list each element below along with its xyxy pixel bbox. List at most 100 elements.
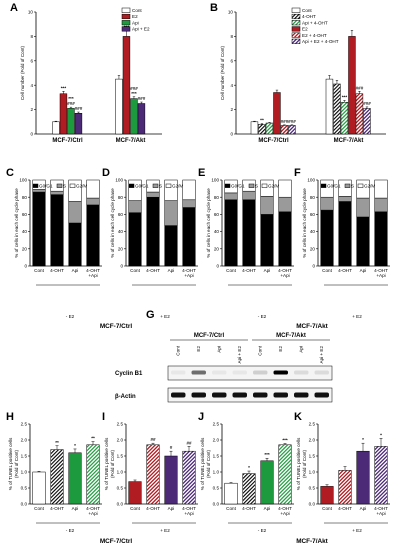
panel-k-ytick-label: 1.0 bbox=[309, 470, 316, 475]
panel-c-legend-swatch bbox=[32, 183, 39, 188]
panel-c-ytick-label: 80 bbox=[22, 195, 28, 200]
panel-b-significance: ### bbox=[281, 119, 289, 124]
blot-cyclin-band bbox=[273, 370, 288, 375]
panel-c-ytick-label: 60 bbox=[22, 212, 28, 217]
panel-b-ytick-label: 10 bbox=[228, 10, 234, 15]
blot-lane-label: Api bbox=[298, 346, 303, 353]
panel-i-bar bbox=[182, 450, 196, 505]
blot-actin-band bbox=[171, 392, 186, 398]
panel-b-ylabel: Cell number (Fold of Cont) bbox=[220, 45, 225, 100]
panel-k-bar bbox=[356, 450, 370, 505]
panel-e-legend-label: G2/M bbox=[268, 183, 279, 188]
panel-c-legend-label: G2/M bbox=[76, 183, 87, 188]
panel-c-category-label: 4-OHT bbox=[50, 268, 64, 273]
panel-a-significance: ### bbox=[130, 86, 138, 91]
panel-e-legend-label: S bbox=[255, 183, 258, 188]
panel-i-category-label: Cont bbox=[130, 506, 140, 511]
panel-e-legend-swatch bbox=[261, 183, 268, 188]
blot-band-label-actin: β-Actin bbox=[115, 394, 136, 400]
panel-b-ytick-label: 2 bbox=[230, 107, 233, 112]
panel-f-bar-s bbox=[356, 197, 370, 218]
panel-d-category-label: Api bbox=[168, 268, 175, 273]
panel-j-ytick-label: 1.0 bbox=[213, 470, 220, 475]
panel-b-legend-swatch bbox=[291, 20, 301, 26]
blot-lane-label: Api + E2 bbox=[319, 346, 324, 364]
panel-a-ytick-label: 10 bbox=[28, 10, 34, 15]
panel-d-ytick-label: 60 bbox=[118, 212, 124, 217]
row4-group-right: MCF-7/Akt bbox=[296, 538, 328, 545]
panel-f-legend-swatch bbox=[357, 183, 364, 188]
panel-b-legend-swatch bbox=[291, 7, 301, 13]
panel-f-category-label: Api bbox=[360, 268, 367, 273]
panel-e-bar-g2m bbox=[278, 179, 292, 198]
blot-lane-label: Cont bbox=[257, 345, 262, 355]
panel-d-ytick-label: 80 bbox=[118, 195, 124, 200]
panel-k-ytick-label: 2.5 bbox=[309, 422, 316, 427]
panel-j-significance: *** bbox=[264, 452, 270, 457]
panel-a-bar bbox=[67, 108, 75, 135]
panel-j-ytick-label: 0.5 bbox=[213, 486, 220, 491]
panel-c-legend-label: G0/G1 bbox=[39, 183, 53, 188]
panel-f-legend-swatch bbox=[320, 183, 327, 188]
blot-lane-label: Api + E2 bbox=[237, 346, 242, 364]
panel-f-category-label: 4-OHT bbox=[338, 268, 352, 273]
panel-a-ytick-label: 2 bbox=[30, 107, 33, 112]
panel-b-bar bbox=[333, 83, 341, 135]
panel-a-legend-label: Api bbox=[132, 20, 139, 25]
panel-f-ytick-label: 0 bbox=[312, 264, 315, 269]
panel-d-bar-s bbox=[164, 200, 178, 226]
panel-d-ytick-label: 40 bbox=[118, 229, 124, 234]
row2-sub-c: - E2 bbox=[66, 314, 75, 319]
panel-f-bar-s bbox=[374, 197, 388, 213]
panel-k-significance: * bbox=[380, 432, 382, 437]
panel-d-category-label: 4-OHT bbox=[182, 268, 196, 273]
panel-i-ytick-label: 0.0 bbox=[117, 502, 124, 507]
row4-sub-j: - E2 bbox=[258, 528, 267, 533]
panel-e-category-label: +Api bbox=[280, 273, 289, 278]
panel-c-legend-label: S bbox=[63, 183, 66, 188]
panel-j-category-label: 4-OHT bbox=[242, 506, 256, 511]
panel-j-significance: * bbox=[248, 465, 250, 470]
panel-d-bar-s bbox=[146, 191, 160, 198]
panel-b-legend-label: 4-OHT bbox=[302, 14, 316, 19]
panel-b-label: B bbox=[210, 2, 218, 14]
blot-band-label-cyclin: Cyclin B1 bbox=[115, 371, 143, 377]
panel-j-significance: *** bbox=[282, 438, 288, 443]
panel-j-ylabel: % of TUNEL positive cells bbox=[200, 437, 205, 490]
panel-c-ylabel: % of cells in each cell cycle phase bbox=[14, 188, 19, 258]
panel-d-legend-label: G2/M bbox=[172, 183, 183, 188]
panel-b-significance: ### bbox=[288, 119, 296, 124]
panel-c-bar-g0g1 bbox=[68, 222, 82, 267]
panel-d-bar-g0g1 bbox=[164, 225, 178, 267]
panel-k-bar bbox=[338, 470, 352, 505]
panel-h-ytick-label: 2.5 bbox=[21, 422, 28, 427]
panel-b-legend-swatch bbox=[291, 32, 301, 38]
panel-b-legend-swatch bbox=[291, 38, 301, 44]
blot-actin-band bbox=[294, 392, 309, 398]
panel-a-legend-label: Api + E2 bbox=[132, 27, 150, 32]
panel-b-ytick-label: 8 bbox=[230, 34, 233, 39]
panel-b-significance: *** bbox=[342, 94, 348, 99]
panel-f-ytick-label: 60 bbox=[310, 212, 316, 217]
panel-d-ytick-label: 20 bbox=[118, 246, 124, 251]
panel-b-significance: ### bbox=[363, 101, 371, 106]
panel-b-legend-swatch bbox=[291, 13, 301, 20]
blot-cyclin-strip bbox=[167, 365, 333, 381]
panel-a-legend-swatch bbox=[121, 20, 131, 26]
panel-a-label: A bbox=[10, 2, 18, 14]
panel-i-ylabel: % of TUNEL positive cells bbox=[104, 437, 109, 490]
panel-c-bar-g2m bbox=[86, 179, 100, 199]
panel-j-ylabel-unit: (Fold of Cont) bbox=[206, 449, 211, 478]
panel-a-bar bbox=[74, 113, 83, 135]
panel-b-ytick-label: 0 bbox=[230, 132, 233, 137]
panel-k-category-label: 4-OHT bbox=[338, 506, 352, 511]
panel-e-label: E bbox=[198, 167, 205, 179]
panel-a-group-label: MCF-7/Ctrl bbox=[52, 138, 83, 144]
panel-j-bar bbox=[224, 482, 238, 505]
panel-d-bar-g0g1 bbox=[182, 207, 196, 267]
blot-group-label: MCF-7/Akt bbox=[276, 333, 306, 339]
panel-e-bar-s bbox=[278, 196, 292, 213]
panel-d-ytick-label: 100 bbox=[115, 178, 123, 183]
panel-c-bar-s bbox=[68, 201, 82, 224]
